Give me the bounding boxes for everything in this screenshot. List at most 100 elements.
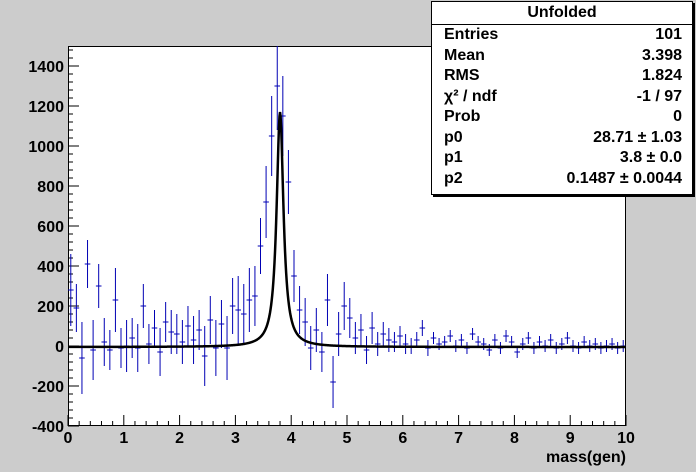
stats-value: -1 / 97 [636, 87, 682, 105]
stats-label: Mean [444, 46, 485, 64]
y-tick-label: 0 [55, 339, 64, 356]
data-point [196, 310, 202, 350]
stats-label: p1 [444, 149, 463, 166]
y-tick-label: 600 [37, 219, 64, 236]
data-point [207, 296, 214, 344]
stats-row: Entries 101 [432, 25, 692, 46]
data-point [469, 328, 476, 340]
x-tick-label: 5 [343, 430, 352, 447]
y-tick-label: 800 [37, 179, 64, 196]
data-point [346, 298, 353, 338]
data-point [90, 320, 96, 380]
data-point [218, 300, 225, 348]
data-point [179, 320, 186, 364]
data-point [380, 322, 387, 346]
stats-label: χ² / ndf [444, 87, 497, 105]
data-point [386, 328, 392, 352]
data-point [190, 316, 197, 364]
data-point [369, 312, 375, 344]
data-point [107, 330, 113, 370]
x-tick-label: 0 [64, 430, 73, 447]
stats-value: 3.8 ± 0.0 [619, 149, 682, 166]
data-point [480, 338, 487, 350]
stats-value: 101 [655, 26, 682, 43]
y-tick-label: 200 [37, 299, 64, 316]
x-tick-label: 10 [617, 430, 635, 447]
data-point [67, 254, 74, 326]
x-tick-label: 9 [566, 430, 575, 447]
data-point [413, 332, 420, 348]
x-tick-label: 6 [398, 430, 407, 447]
data-point [335, 312, 342, 356]
data-point [151, 310, 158, 346]
y-tick-label: -400 [32, 419, 64, 436]
data-point [274, 46, 281, 130]
data-point [224, 316, 230, 380]
fit-curve [68, 111, 626, 349]
stats-label: Entries [444, 26, 499, 43]
y-tick-label: 1200 [28, 99, 64, 116]
x-tick-label: 2 [175, 430, 184, 447]
data-point [285, 150, 292, 214]
data-point [268, 96, 275, 176]
data-point [458, 334, 465, 346]
data-point [302, 298, 308, 346]
stats-row: Prob 0 [432, 107, 692, 128]
stats-value: 3.398 [641, 46, 682, 64]
data-point [363, 336, 370, 364]
data-point [101, 318, 108, 366]
data-point [84, 240, 91, 288]
data-point [263, 166, 269, 238]
data-point [374, 332, 381, 356]
x-tick-label: 4 [287, 430, 296, 447]
data-point [296, 286, 303, 334]
stats-row: Mean 3.398 [432, 46, 692, 67]
data-point [235, 276, 241, 344]
data-point [129, 318, 135, 358]
stats-label: p2 [444, 169, 463, 187]
stats-box: Unfolded Entries 101 Mean 3.398 RMS 1.82… [431, 1, 693, 195]
data-point [307, 326, 314, 370]
stats-value: 0 [673, 108, 682, 125]
x-tick-label: 3 [231, 430, 240, 447]
data-point [252, 266, 258, 326]
data-point [358, 314, 364, 346]
data-point [352, 322, 359, 354]
data-point [79, 322, 85, 394]
data-point [402, 334, 409, 354]
data-point [246, 268, 253, 332]
y-tick-label: -200 [32, 379, 64, 396]
data-point [229, 278, 236, 334]
data-point [157, 328, 163, 376]
stats-label: p0 [444, 128, 463, 146]
fit-curve-group [68, 111, 626, 349]
stats-value: 1.824 [641, 67, 682, 84]
data-point [257, 218, 264, 274]
data-point [319, 332, 325, 372]
data-point [492, 334, 498, 346]
stats-row: p1 3.8 ± 0.0 [432, 148, 692, 169]
data-point [73, 284, 80, 332]
stats-label: Prob [444, 108, 481, 125]
data-point [341, 282, 348, 330]
y-tick-label: 1000 [28, 139, 64, 156]
data-point [291, 250, 297, 302]
stats-row: p2 0.1487 ± 0.0044 [432, 169, 692, 190]
data-point [213, 320, 219, 376]
stats-label: RMS [444, 67, 480, 84]
stats-value: 0.1487 ± 0.0044 [566, 169, 682, 187]
data-point [146, 324, 152, 364]
x-axis-label: mass(gen) [546, 449, 626, 466]
data-point [503, 330, 509, 342]
y-tick-label: 400 [37, 259, 64, 276]
data-point [330, 356, 336, 408]
stats-row: χ² / ndf -1 / 97 [432, 87, 692, 108]
data-point [162, 302, 169, 342]
x-tick-label: 1 [119, 430, 128, 447]
data-point [201, 326, 208, 386]
data-point [436, 338, 442, 350]
axes: 0 1 2 3 4 5 6 7 8 9 10 -400 -200 0 200 400 600 800 1000 120… [28, 49, 635, 447]
data-point [519, 338, 526, 350]
